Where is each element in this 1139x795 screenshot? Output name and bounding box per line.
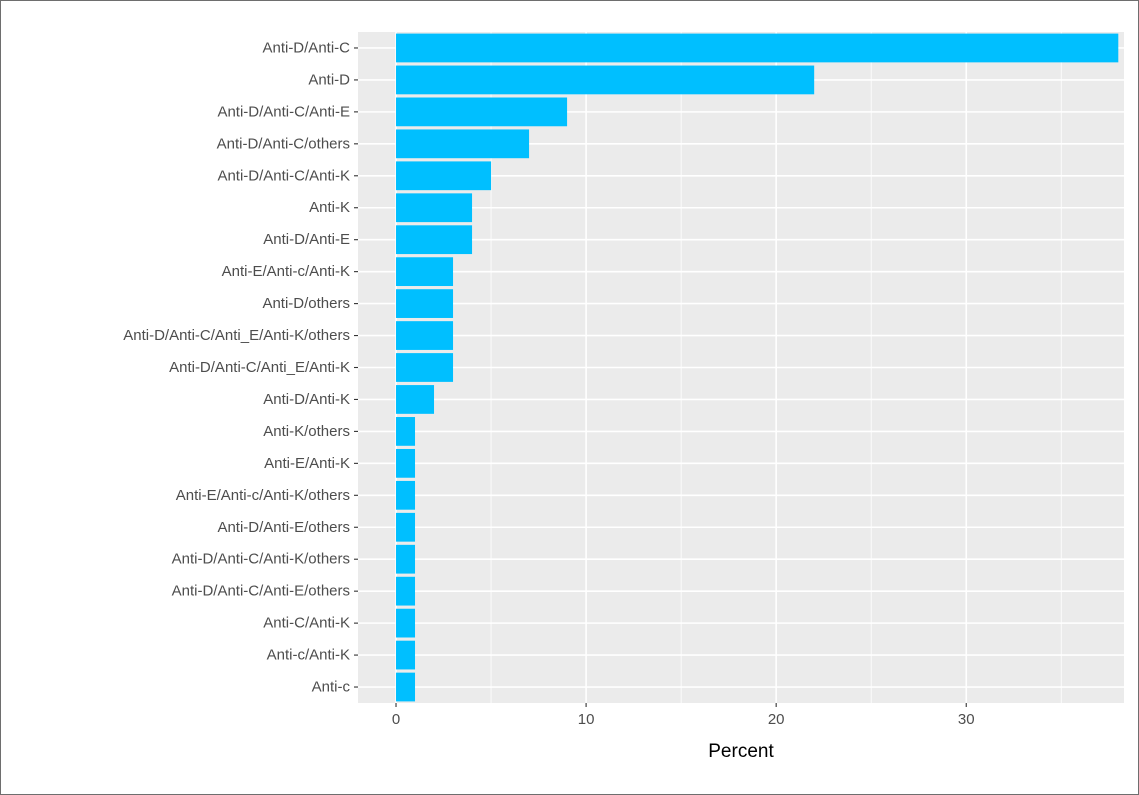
bar — [396, 33, 1119, 63]
bar — [396, 129, 530, 159]
y-axis: Anti-D/Anti-C Anti-D Anti-D/Anti-C/Anti-E A… — [123, 39, 358, 696]
y-tick-label: Anti-D/Anti-C/Anti-E/others — [172, 583, 350, 600]
y-tick-label: Anti-D/Anti-C/Anti-E — [217, 103, 350, 120]
bar — [396, 321, 454, 350]
y-tick-label: Anti-D/others — [262, 295, 350, 312]
bar — [396, 417, 416, 446]
bar — [396, 480, 416, 510]
bar — [396, 576, 416, 606]
y-tick-label: Anti-D/Anti-C/others — [217, 135, 350, 152]
bar — [396, 448, 416, 478]
bar — [396, 225, 473, 255]
bar — [396, 512, 416, 542]
y-tick-label: Anti-E/Anti-K — [264, 455, 350, 472]
bar — [396, 161, 492, 191]
bar — [396, 289, 454, 318]
y-tick-label: Anti-D/Anti-K — [263, 391, 350, 408]
bar — [396, 544, 416, 574]
bar — [396, 193, 473, 223]
y-tick-label: Anti-K/others — [263, 423, 350, 440]
bar — [396, 65, 815, 95]
x-tick-label: 20 — [768, 711, 785, 728]
y-tick-label: Anti-E/Anti-c/Anti-K — [222, 263, 350, 280]
y-tick-label: Anti-D/Anti-C — [262, 39, 350, 56]
bar — [396, 97, 568, 127]
x-tick-label: 30 — [958, 711, 975, 728]
bar — [396, 640, 416, 670]
bar — [396, 608, 416, 638]
y-tick-label: Anti-c — [312, 679, 351, 696]
bar — [396, 353, 454, 382]
y-tick-label: Anti-C/Anti-K — [263, 615, 350, 632]
y-tick-label: Anti-c/Anti-K — [267, 647, 350, 664]
x-axis-title: Percent — [708, 741, 774, 762]
y-tick-label: Anti-D/Anti-E/others — [217, 519, 350, 536]
bars — [396, 33, 1119, 702]
y-tick-label: Anti-D/Anti-C/Anti-K — [217, 167, 350, 184]
x-tick-label: 0 — [392, 711, 400, 728]
y-tick-label: Anti-E/Anti-c/Anti-K/others — [176, 487, 350, 504]
y-tick-label: Anti-K — [309, 199, 350, 216]
x-axis: 0 10 20 30 — [392, 703, 975, 728]
bar — [396, 672, 416, 702]
y-tick-label: Anti-D/Anti-C/Anti_E/Anti-K — [169, 359, 350, 376]
bar — [396, 385, 435, 414]
bar — [396, 257, 454, 287]
y-tick-label: Anti-D/Anti-E — [263, 231, 350, 248]
y-tick-label: Anti-D/Anti-C/Anti-K/others — [172, 551, 350, 568]
y-tick-label: Anti-D/Anti-C/Anti_E/Anti-K/others — [123, 327, 350, 344]
y-tick-label: Anti-D — [308, 71, 350, 88]
x-tick-label: 10 — [578, 711, 595, 728]
